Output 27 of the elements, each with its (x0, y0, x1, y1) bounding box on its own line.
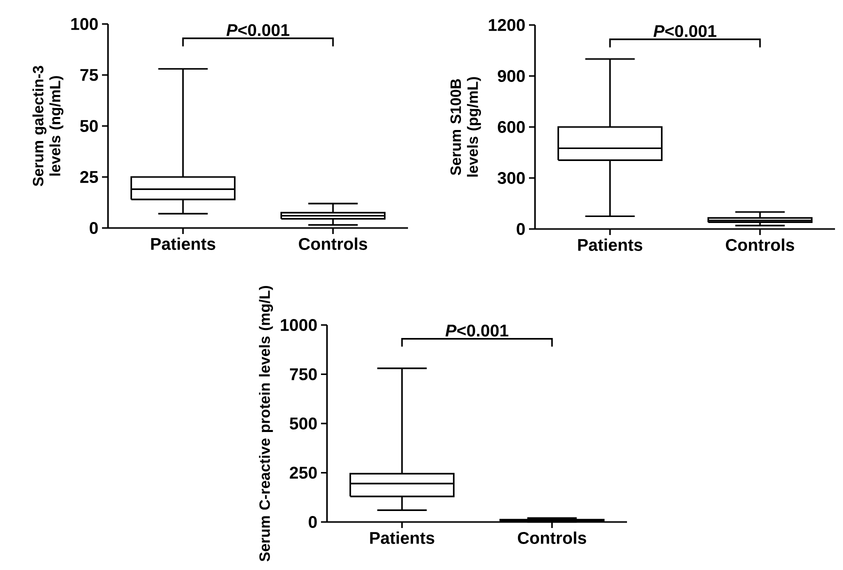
y-tick-label: 0 (516, 223, 525, 235)
y-tick-label: 0 (90, 222, 98, 234)
y-tick-label: 100 (71, 18, 98, 30)
y-tick-label: 25 (80, 171, 98, 183)
y-tick-label: 250 (290, 466, 317, 479)
x-tick-label: Patients (578, 238, 642, 251)
y-axis-title: Serum C-reactive protein levels (mg/L) (258, 286, 273, 562)
y-axis-title: Serum galectin-3 levels (ng/mL) (32, 66, 64, 186)
x-tick-label: Patients (370, 532, 434, 544)
y-tick-label: 300 (498, 172, 525, 184)
x-tick-label: Patients (151, 238, 216, 250)
annotation: P<0.001 (446, 324, 508, 337)
annotation: P<0.001 (654, 25, 716, 38)
x-tick-label: Controls (518, 532, 586, 544)
y-tick-label: 50 (80, 120, 98, 132)
y-tick-label: 900 (498, 70, 525, 82)
y-tick-label: 75 (80, 69, 98, 81)
x-tick-label: Controls (726, 238, 794, 251)
y-axis-title: Serum S100B levels (pg/mL) (450, 77, 481, 177)
y-tick-label: 500 (290, 418, 317, 430)
x-tick-label: Controls (298, 238, 368, 250)
annotation: P<0.001 (226, 24, 290, 36)
y-tick-label: 0 (308, 516, 317, 528)
y-tick-label: 1000 (280, 319, 317, 331)
y-tick-label: 750 (290, 368, 317, 380)
y-tick-label: 600 (498, 120, 525, 133)
y-tick-label: 1200 (488, 18, 525, 31)
